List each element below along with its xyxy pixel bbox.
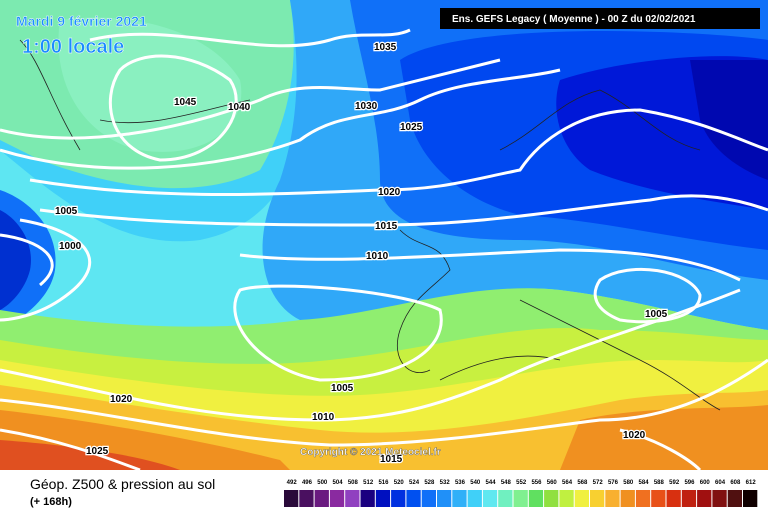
colorbar-cell bbox=[452, 490, 467, 507]
isobar-label: 1020 bbox=[623, 430, 646, 441]
isobar-label: 1040 bbox=[228, 102, 251, 113]
colorbar-label: 552 bbox=[516, 480, 527, 486]
footer-title: Géop. Z500 & pression au sol bbox=[30, 476, 215, 492]
colorbar-cell bbox=[574, 490, 589, 507]
colorbar-cell bbox=[375, 490, 391, 507]
colorbar-cell bbox=[712, 490, 727, 507]
colorbar-cell bbox=[482, 490, 498, 507]
colorbar-label: 580 bbox=[623, 480, 634, 486]
colorbar-label: 492 bbox=[287, 480, 298, 486]
colorbar-label: 588 bbox=[654, 480, 665, 486]
isobar-label: 1010 bbox=[366, 251, 389, 262]
isobar-label: 1020 bbox=[110, 394, 133, 405]
colorbar-cell bbox=[666, 490, 681, 507]
isobar-label: 1010 bbox=[312, 412, 335, 423]
colorbar-cell bbox=[681, 490, 697, 507]
colorbar-cell bbox=[391, 490, 406, 507]
colorbar-cell bbox=[743, 490, 758, 507]
model-info: Ens. GEFS Legacy ( Moyenne ) - 00 Z du 0… bbox=[452, 14, 696, 25]
colorbar-label: 528 bbox=[424, 480, 435, 486]
colorbar-cell bbox=[299, 490, 314, 507]
colorbar-cell bbox=[651, 490, 666, 507]
colorbar-cell bbox=[329, 490, 345, 507]
colorbar-label: 540 bbox=[470, 480, 481, 486]
colorbar-label: 504 bbox=[333, 480, 344, 486]
colorbar-label: 592 bbox=[669, 480, 680, 486]
colorbar-cell bbox=[421, 490, 436, 507]
colorbar-label: 500 bbox=[317, 480, 328, 486]
colorbar-cell bbox=[727, 490, 742, 507]
colorbar-cell bbox=[544, 490, 559, 507]
footer-lead: (+ 168h) bbox=[30, 496, 72, 508]
colorbar-label: 612 bbox=[746, 480, 757, 486]
colorbar-label: 532 bbox=[440, 480, 451, 486]
colorbar-cell bbox=[605, 490, 620, 507]
colorbar-cell bbox=[697, 490, 712, 507]
colorbar-cell bbox=[437, 490, 452, 507]
isobar-label: 1030 bbox=[355, 101, 378, 112]
colorbar-cell bbox=[528, 490, 544, 507]
colorbar-cell bbox=[590, 490, 605, 507]
colorbar-cell bbox=[635, 490, 651, 507]
colorbar-cell bbox=[345, 490, 360, 507]
isobar-label: 1005 bbox=[331, 383, 354, 394]
colorbar-label: 564 bbox=[562, 480, 573, 486]
colorbar-label: 560 bbox=[547, 480, 558, 486]
colorbar-label: 516 bbox=[378, 480, 389, 486]
copyright: Copyright © 2021 Meteociel.fr bbox=[300, 447, 441, 458]
colorbar-label: 544 bbox=[486, 480, 497, 486]
colorbar-label: 596 bbox=[684, 480, 695, 486]
isobar-label: 1020 bbox=[378, 187, 401, 198]
colorbar: 492 496 500 504 508 512 516 520 524 528 532 536 540 5… bbox=[284, 480, 758, 507]
coastlines bbox=[19, 39, 721, 411]
isobar-label: 1035 bbox=[374, 42, 397, 53]
isobar-label: 1015 bbox=[380, 454, 403, 465]
colorbar-label: 576 bbox=[608, 480, 619, 486]
colorbar-label: 524 bbox=[409, 480, 420, 486]
colorbar-cell bbox=[498, 490, 513, 507]
model-banner bbox=[440, 8, 760, 29]
colorbar-label: 520 bbox=[394, 480, 405, 486]
colorbar-label: 548 bbox=[501, 480, 512, 486]
colorbar-cell bbox=[467, 490, 482, 507]
isobar-contours bbox=[0, 28, 768, 472]
colorbar-label: 608 bbox=[730, 480, 741, 486]
colorbar-cell bbox=[406, 490, 421, 507]
isobar-label: 1025 bbox=[86, 446, 109, 457]
local-time: 1:00 locale bbox=[22, 36, 124, 58]
colorbar-label: 600 bbox=[700, 480, 711, 486]
isobar-label: 1005 bbox=[55, 206, 78, 217]
isobar-label: 1015 bbox=[375, 221, 398, 232]
isobar-label: 1025 bbox=[400, 122, 423, 133]
colorbar-label: 536 bbox=[455, 480, 466, 486]
colorbar-cell bbox=[559, 490, 574, 507]
colorbar-cell bbox=[360, 490, 375, 507]
colorbar-label: 556 bbox=[531, 480, 542, 486]
colorbar-label: 508 bbox=[348, 480, 359, 486]
colorbar-cell bbox=[284, 490, 299, 507]
colorbar-cell bbox=[314, 490, 329, 507]
colorbar-label: 512 bbox=[363, 480, 374, 486]
colorbar-label: 584 bbox=[639, 480, 650, 486]
isobar-labels: 1035 1045 1040 1030 1025 1020 1015 1010 … bbox=[54, 41, 669, 467]
colorbar-label: 604 bbox=[715, 480, 726, 486]
colorbar-cell bbox=[513, 490, 528, 507]
isobar-label: 1000 bbox=[59, 241, 82, 252]
isobar-label: 1005 bbox=[645, 309, 668, 320]
colorbar-label: 572 bbox=[593, 480, 604, 486]
colorbar-cell bbox=[620, 490, 635, 507]
map-date: Mardi 9 février 2021 bbox=[16, 13, 147, 29]
isobar-label: 1045 bbox=[174, 97, 197, 108]
colorbar-label: 568 bbox=[577, 480, 588, 486]
colorbar-label: 496 bbox=[302, 480, 313, 486]
